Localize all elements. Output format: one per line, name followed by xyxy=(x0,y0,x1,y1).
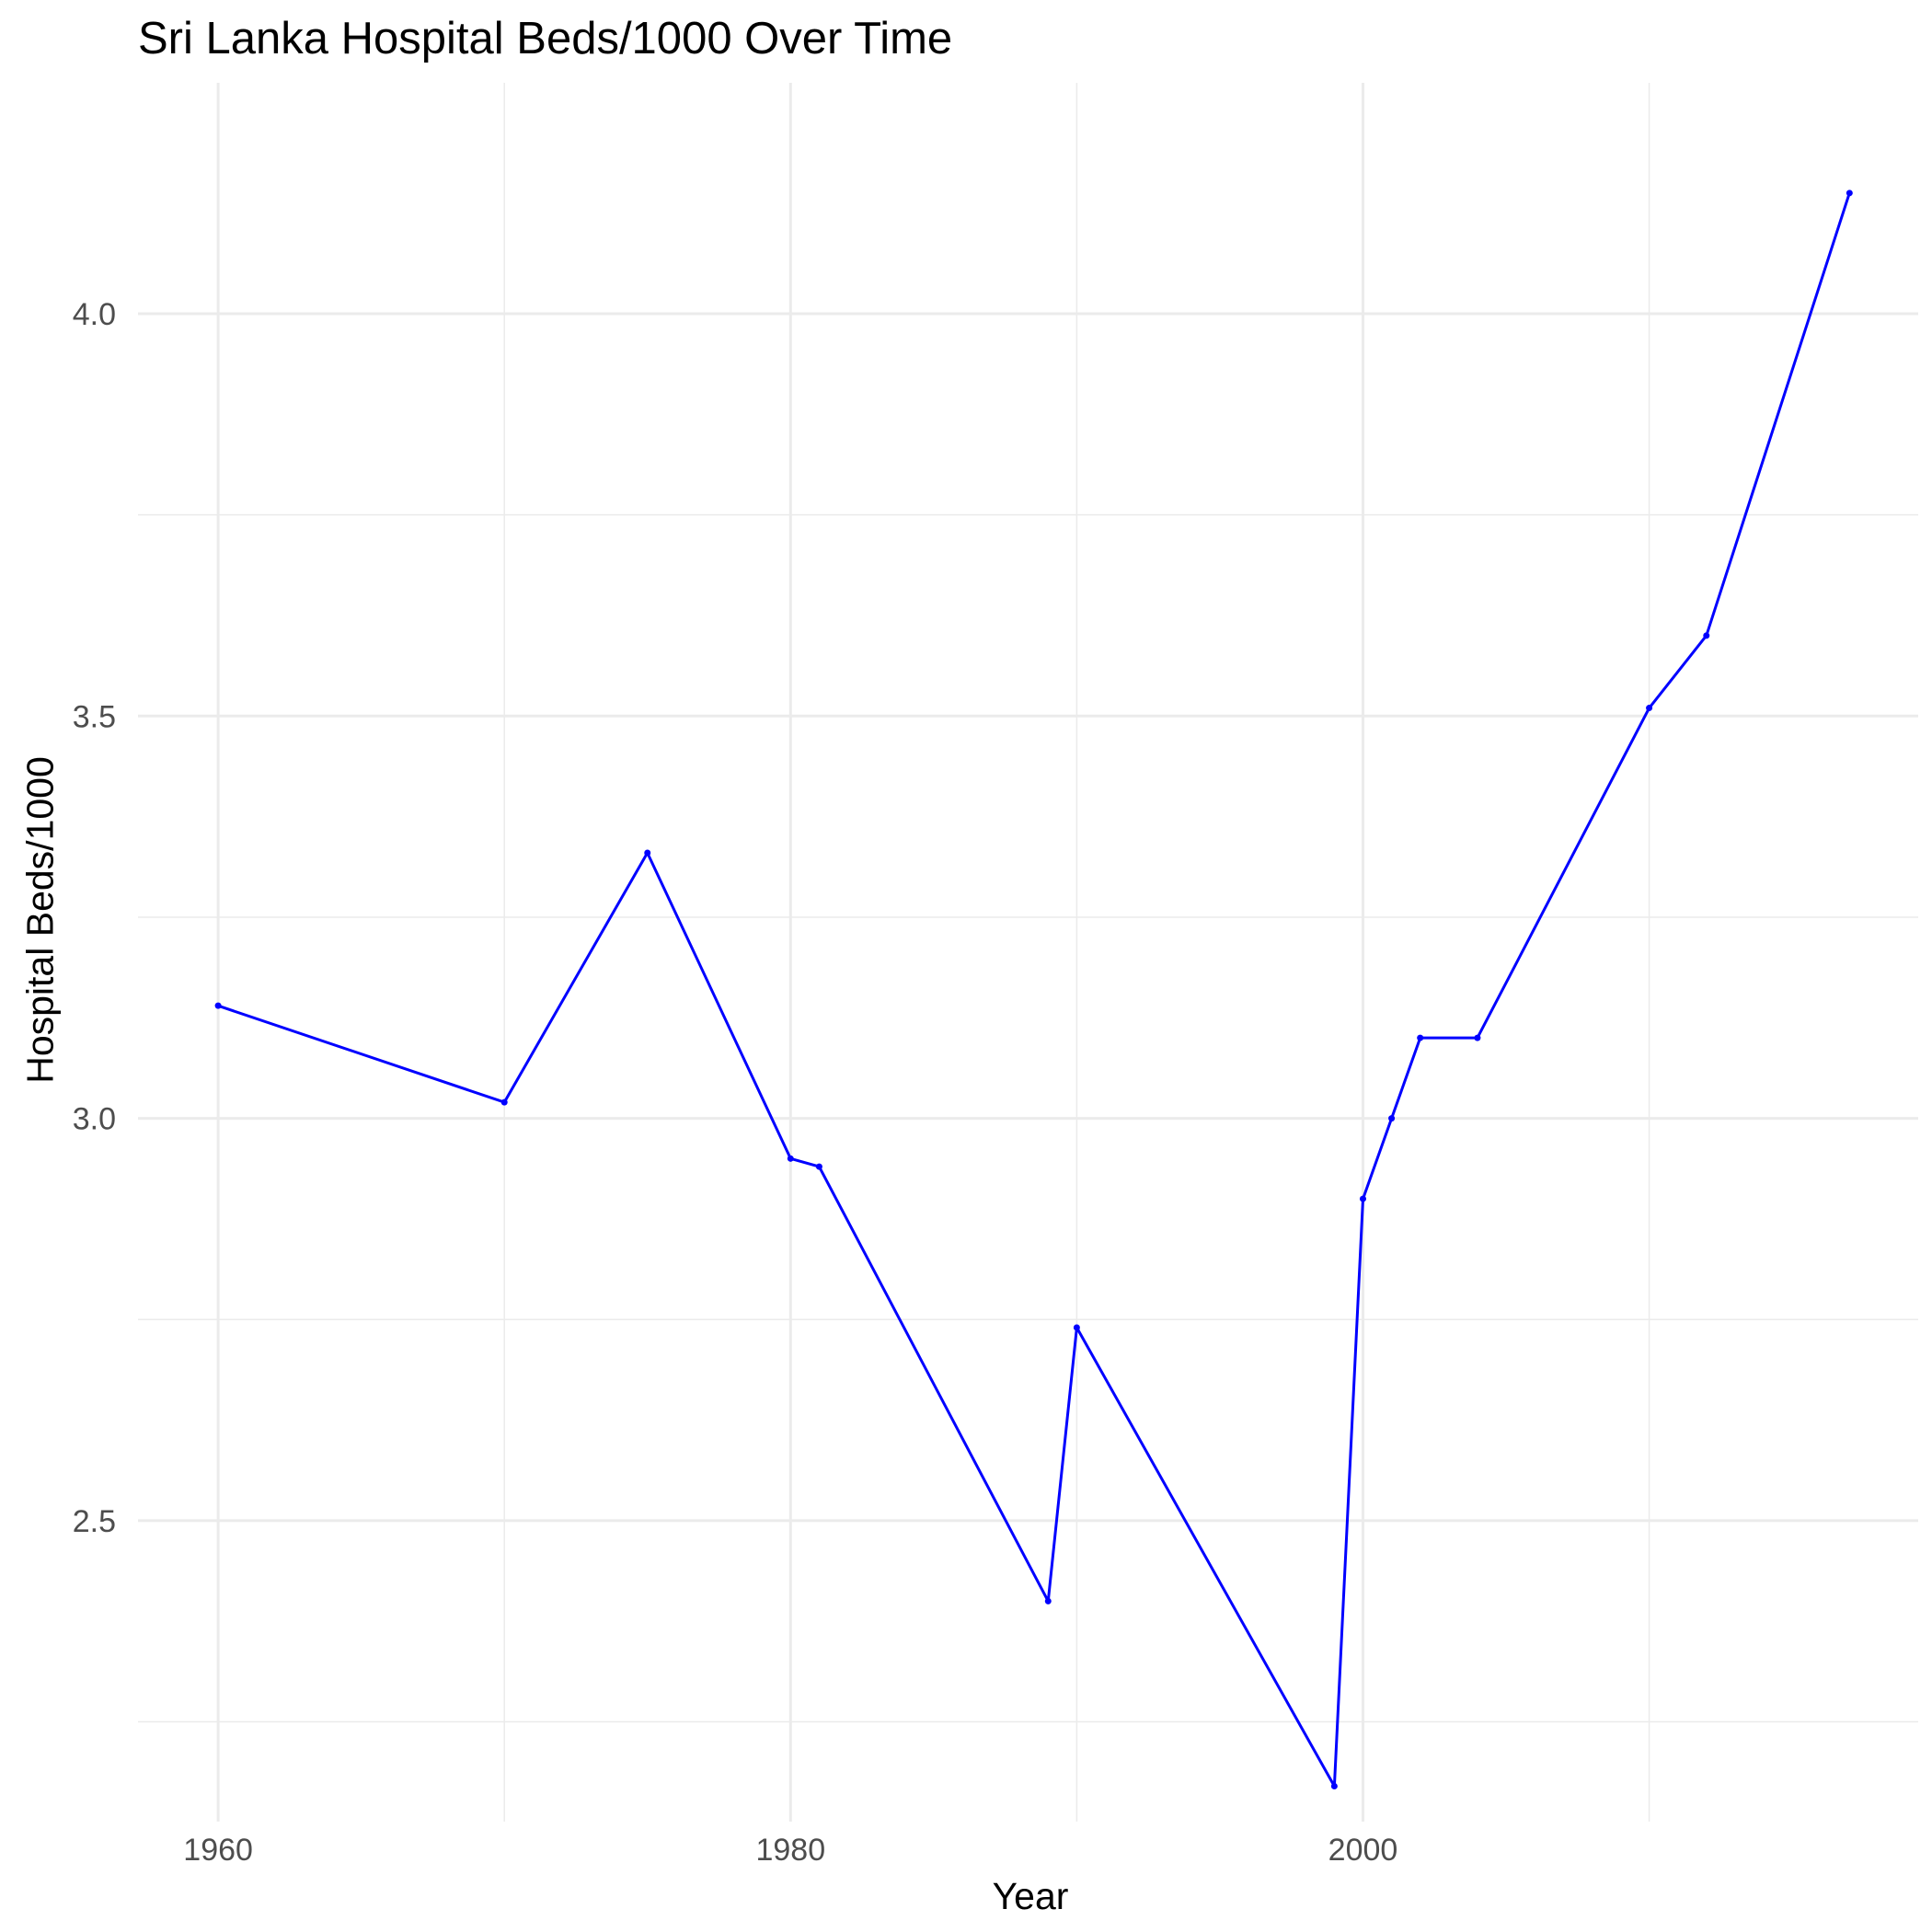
y-tick-label: 4.0 xyxy=(73,297,116,332)
data-point xyxy=(1703,632,1710,639)
data-point xyxy=(500,1098,508,1106)
data-point xyxy=(1388,1115,1396,1122)
major-gridlines xyxy=(138,83,1918,1822)
data-point xyxy=(644,849,651,857)
data-point xyxy=(1073,1324,1080,1331)
series-layer xyxy=(214,190,1853,1790)
data-point xyxy=(1044,1597,1052,1604)
data-point xyxy=(1846,190,1853,197)
data-point xyxy=(1474,1034,1481,1041)
chart-title: Sri Lanka Hospital Beds/1000 Over Time xyxy=(138,14,953,63)
x-tick-label: 2000 xyxy=(1328,1833,1398,1868)
x-tick-label: 1980 xyxy=(755,1833,825,1868)
y-tick-label: 3.5 xyxy=(73,699,116,734)
minor-gridlines xyxy=(138,83,1918,1822)
x-tick-label: 1960 xyxy=(183,1833,253,1868)
data-point xyxy=(1359,1195,1366,1202)
data-point xyxy=(214,1002,222,1009)
series-line xyxy=(217,192,1851,1788)
data-point xyxy=(787,1155,794,1162)
x-axis-label: Year xyxy=(992,1875,1069,1917)
y-tick-label: 2.5 xyxy=(73,1504,116,1539)
tick-labels: 1960 1980 2000 2.5 3.0 3.5 4.0 xyxy=(73,297,1398,1868)
data-point xyxy=(1646,705,1653,712)
data-point xyxy=(1417,1034,1424,1041)
data-point xyxy=(815,1163,822,1170)
y-tick-label: 3.0 xyxy=(73,1102,116,1137)
data-point xyxy=(1330,1783,1338,1790)
